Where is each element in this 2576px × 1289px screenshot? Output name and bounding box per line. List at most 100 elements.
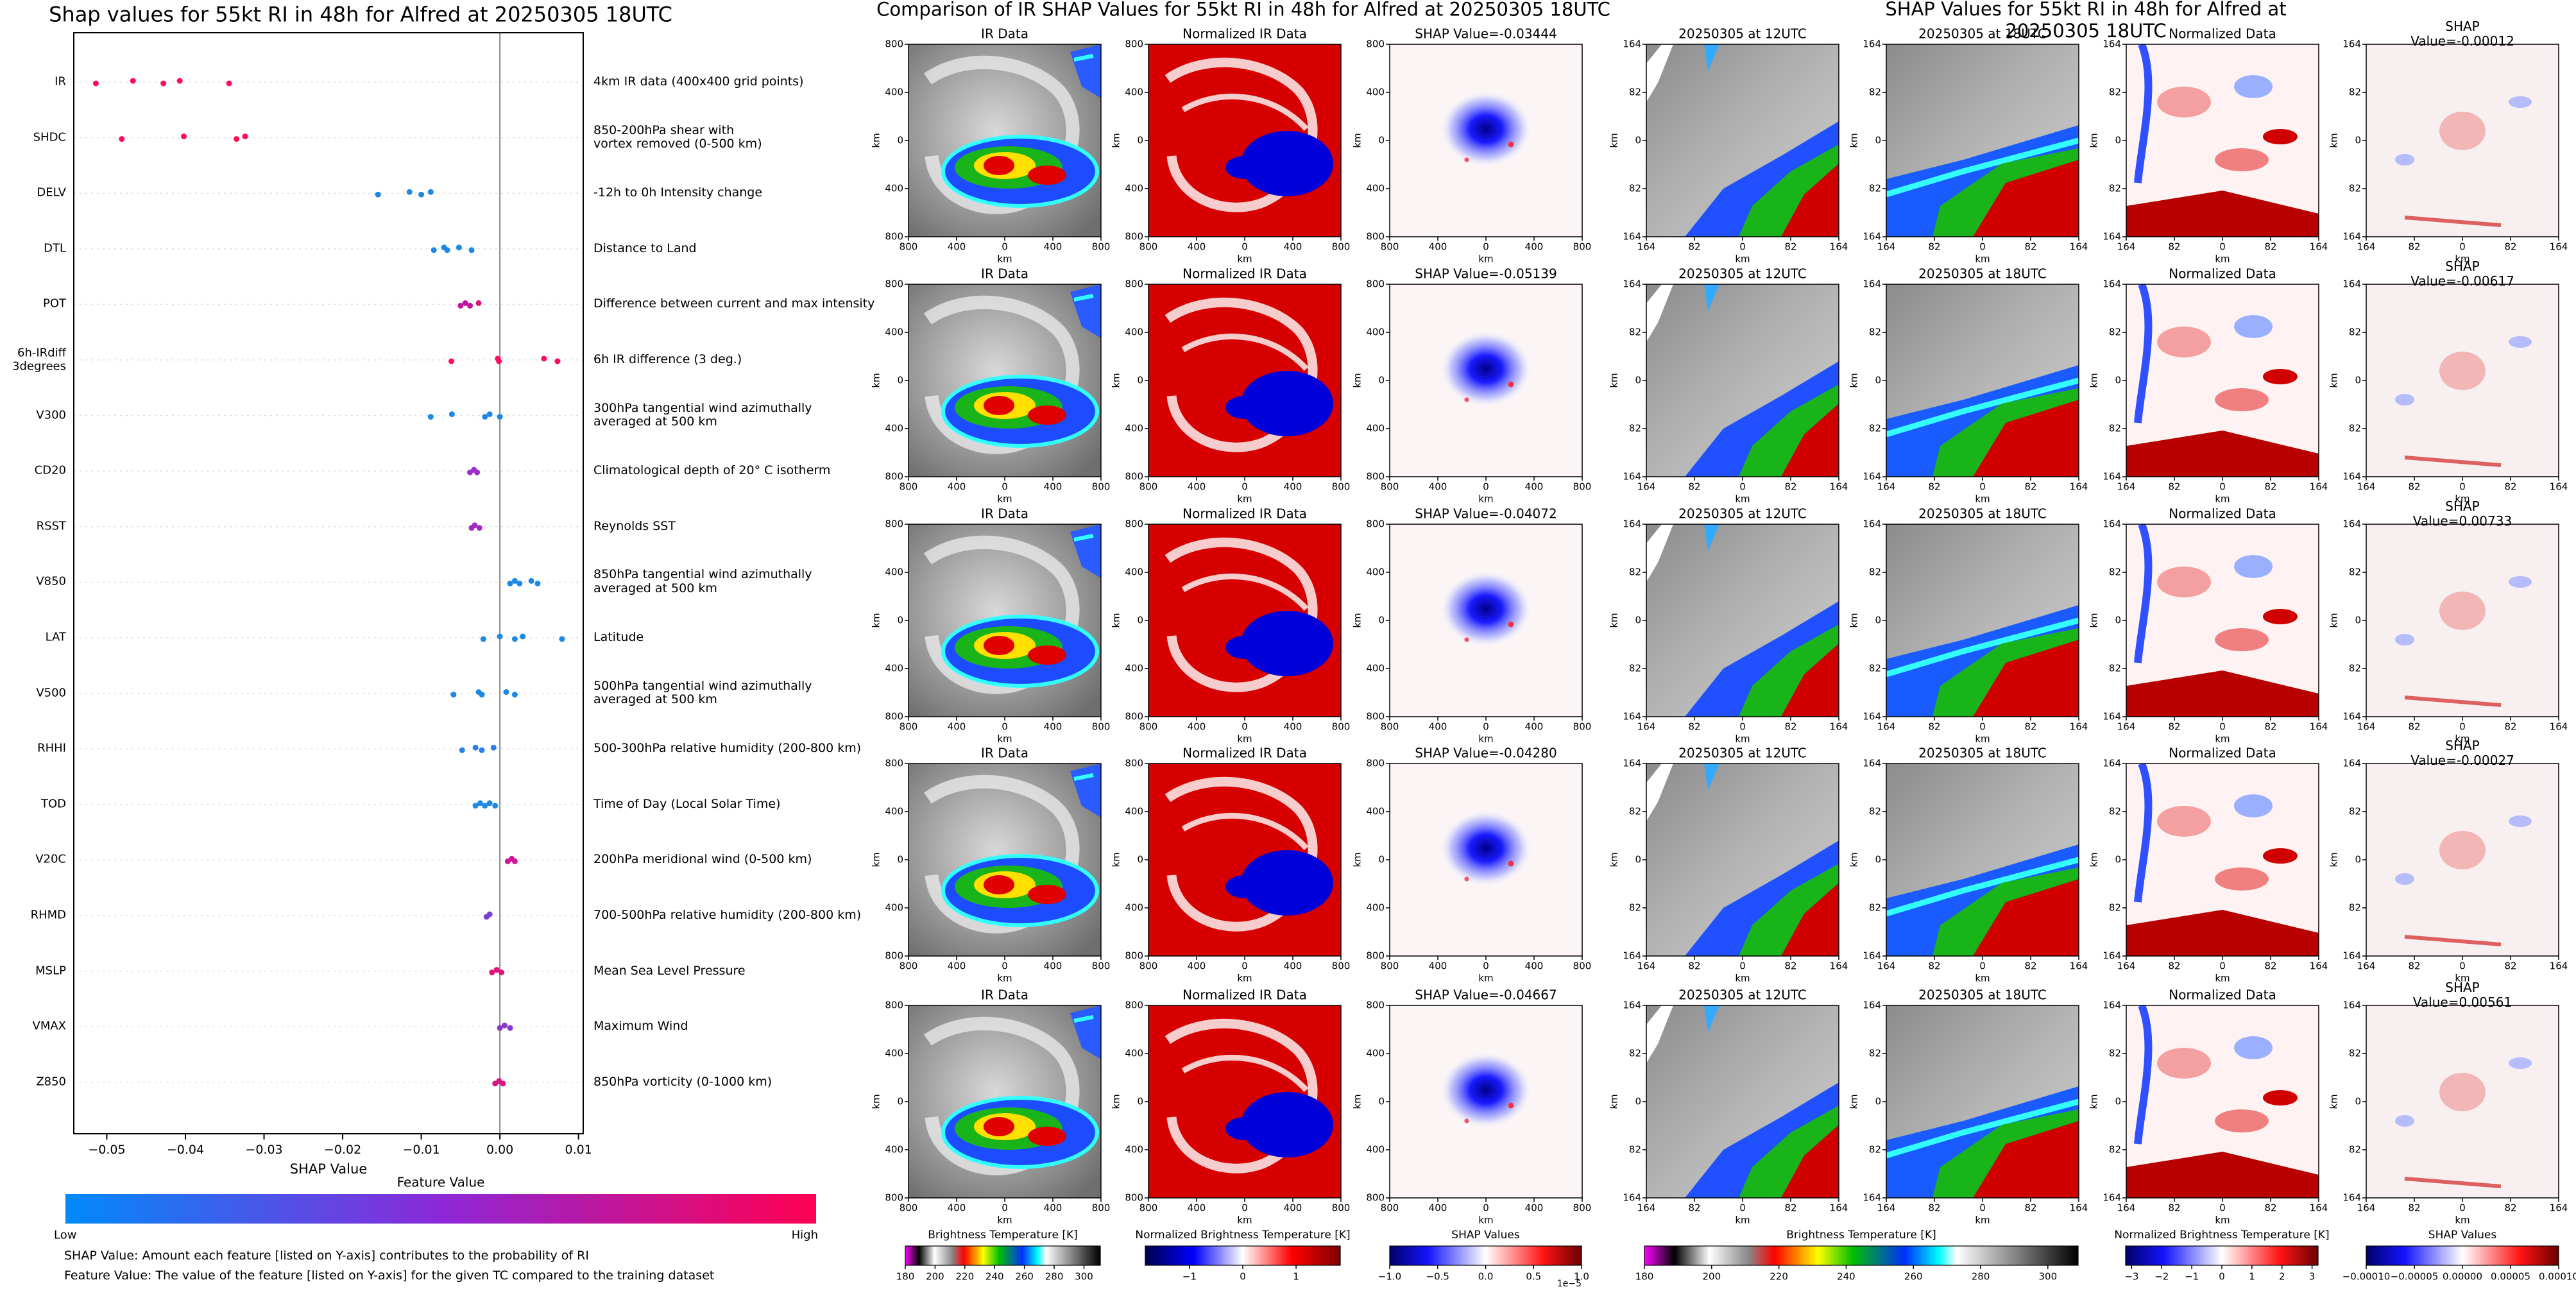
x-tick-label: 82 (2024, 241, 2037, 253)
point (450, 692, 457, 698)
x-tick-label: 400 (947, 721, 966, 733)
feature-description: 500-300hPa relative humidity (200-800 km… (593, 741, 862, 756)
img-part (2126, 670, 2319, 717)
x-tick-label: 400 (1428, 241, 1447, 253)
y-tick-label: 164 (1623, 710, 1641, 722)
x-tick-label: 164 (2357, 481, 2376, 493)
y-tick-label: 0 (1635, 1095, 1641, 1107)
img-part (1464, 876, 1469, 882)
y-tick-label: V500 (36, 686, 66, 700)
y-axis-label: km (2088, 1094, 2100, 1109)
x-tick-label: 82 (1928, 241, 1941, 253)
point (406, 189, 413, 195)
x-axis-label: km (2455, 1214, 2470, 1226)
y-tick-label: 400 (1366, 182, 1385, 194)
img-part (1973, 400, 2079, 477)
image-plot (1646, 1005, 1839, 1198)
y-tick-label: 0 (2115, 853, 2121, 866)
x-tick-label: 400 (1283, 481, 1302, 493)
x-tick-label: 400 (1428, 960, 1447, 972)
point (448, 358, 455, 364)
x-tick-label: 800 (1380, 721, 1399, 733)
x-tick-label: 0 (1739, 241, 1746, 253)
x-tick-label: 0 (1002, 721, 1008, 733)
image-plot (1390, 284, 1582, 477)
img-part (1464, 397, 1469, 402)
y-tick-label: 164 (2103, 757, 2121, 769)
img-part (2234, 315, 2273, 338)
y-tick-label: 800 (1366, 230, 1385, 243)
img-part (2126, 431, 2319, 477)
x-tick-label: 164 (2117, 481, 2136, 493)
y-tick-label: Z850 (36, 1075, 66, 1089)
x-tick-label: 164 (2549, 241, 2568, 253)
y-tick-label: 800 (885, 278, 903, 290)
x-tick-label: 400 (1524, 241, 1544, 253)
subplot-title: Normalized Data (2169, 266, 2276, 282)
x-tick-label: 0 (1002, 1202, 1008, 1214)
x-tick-label: 800 (1139, 241, 1158, 253)
y-tick-label: 82 (2108, 662, 2121, 674)
feature-description: Difference between current and max inten… (593, 296, 875, 311)
img-part (2509, 815, 2532, 827)
y-tick-label: 0 (2355, 614, 2361, 626)
img-part (1508, 1102, 1514, 1109)
colorbar-label: Normalized Brightness Temperature [K] (2114, 1229, 2330, 1242)
img-part (1704, 524, 1719, 551)
y-tick-label: 164 (2342, 1191, 2361, 1204)
x-axis-label: km (1237, 1214, 1252, 1226)
x-tick-label: 0 (2459, 241, 2466, 253)
y-tick-label: 82 (1868, 326, 1881, 338)
colorbar-tick-label: 220 (955, 1270, 975, 1283)
x-axis-label: km (2455, 733, 2470, 745)
y-tick-label: 164 (1863, 470, 1881, 482)
y-tick-label: 82 (1868, 662, 1881, 674)
y-tick-label: 0 (897, 614, 903, 626)
img-part (2404, 216, 2502, 227)
y-tick-label: 800 (885, 999, 903, 1011)
colorbar-tick-label: 3 (2308, 1270, 2316, 1283)
y-tick-label: V300 (36, 408, 66, 422)
colorbar-label: SHAP Values (1451, 1229, 1520, 1242)
x-tick-label: 82 (1784, 721, 1797, 733)
x-tick-label: 800 (1331, 721, 1351, 733)
y-tick-label: RHHI (37, 741, 66, 755)
img-part (2126, 1152, 2319, 1198)
x-tick-label: 0 (2219, 721, 2226, 733)
img-part (1181, 1054, 1309, 1092)
y-tick-label: 164 (2103, 950, 2121, 962)
x-tick-label: 0 (1979, 960, 1986, 972)
x-tick-label: 164 (1637, 1202, 1656, 1214)
point (472, 803, 479, 809)
img-part (984, 875, 1014, 894)
x-tick-label: 400 (1043, 241, 1062, 253)
image-plot (908, 1005, 1101, 1198)
img-part (2215, 148, 2269, 171)
x-axis-label: km (1735, 972, 1750, 984)
y-tick-label: DTL (44, 241, 66, 255)
x-tick-label: 164 (2117, 241, 2136, 253)
y-tick-label: 0 (1875, 374, 1881, 386)
point (92, 80, 99, 87)
subplot-title: Normalized Data (2169, 745, 2276, 761)
y-tick-label: 164 (1863, 518, 1881, 530)
x-tick-label: 82 (2168, 241, 2181, 253)
x-tick-label: 800 (1573, 241, 1592, 253)
img-part (2439, 112, 2486, 150)
y-tick-label: 82 (1868, 1143, 1881, 1156)
x-tick-label: 164 (2357, 721, 2376, 733)
y-tick-label: 400 (1125, 182, 1143, 194)
y-axis-label: km (1110, 852, 1122, 867)
image-plot (1390, 524, 1582, 717)
feature-colorbar (65, 1194, 816, 1224)
point (474, 469, 481, 475)
x-tick-label: 82 (2024, 960, 2037, 972)
subplot-title: Normalized Data (2169, 987, 2276, 1003)
x-tick-label: 164 (2117, 721, 2136, 733)
img-part (1973, 1121, 2079, 1198)
img-part (2215, 388, 2269, 411)
y-tick-label: 800 (885, 1191, 903, 1204)
y-tick-label: MSLP (35, 964, 66, 978)
y-tick-label: 82 (1628, 422, 1641, 434)
img-part (2263, 129, 2298, 144)
